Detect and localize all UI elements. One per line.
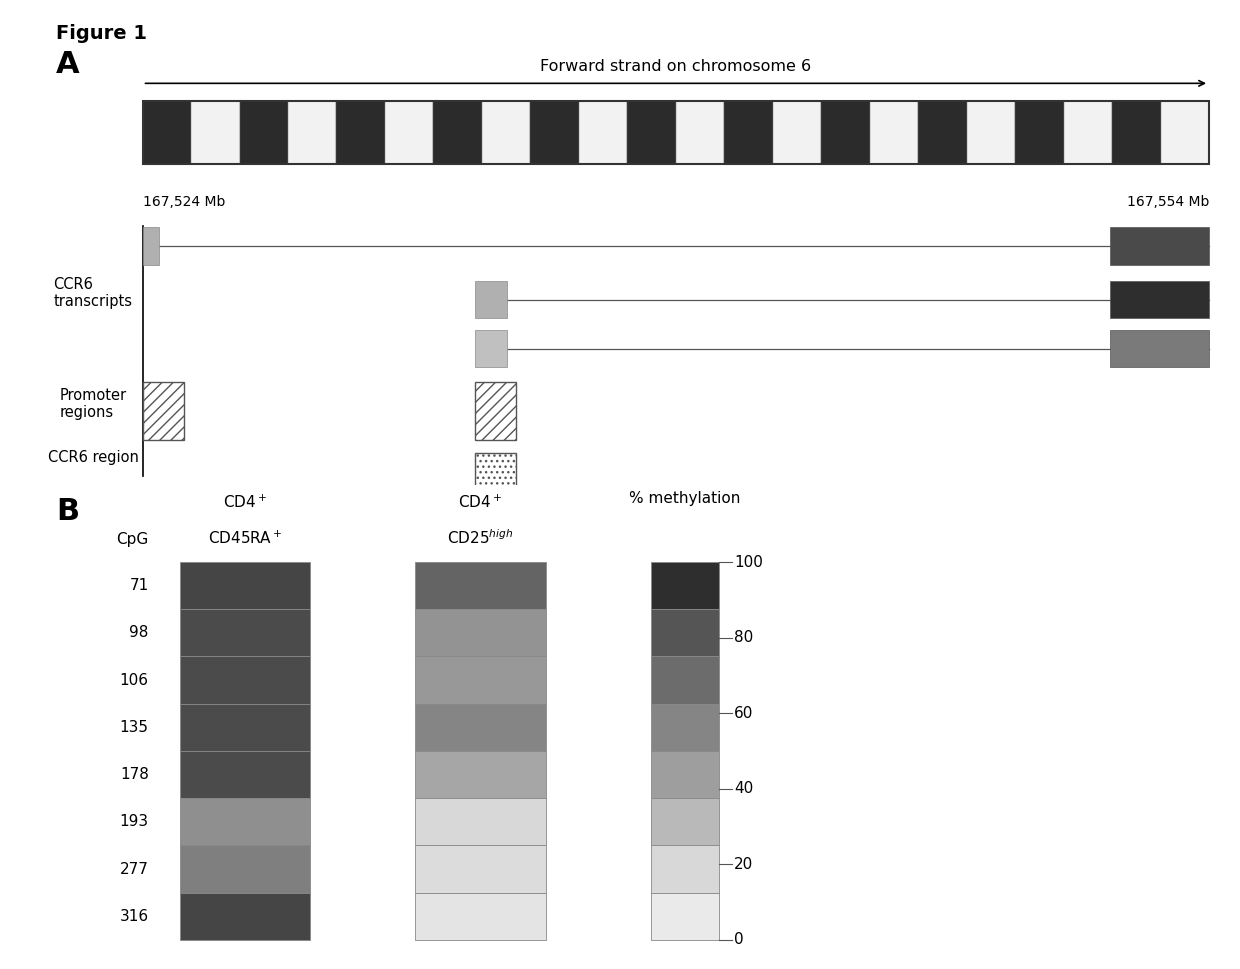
- Text: 60: 60: [734, 705, 754, 721]
- Bar: [1016, 101, 1064, 164]
- Text: 316: 316: [120, 909, 149, 923]
- Text: A: A: [56, 50, 79, 78]
- Text: Forward strand on chromosome 6: Forward strand on chromosome 6: [541, 59, 811, 75]
- Bar: [415, 610, 546, 657]
- Text: CD25$^{high}$: CD25$^{high}$: [448, 529, 513, 547]
- Bar: [288, 101, 336, 164]
- Bar: [180, 657, 310, 703]
- Bar: [180, 845, 310, 892]
- Bar: [180, 703, 310, 751]
- Text: 193: 193: [120, 814, 149, 829]
- Text: 167,524 Mb: 167,524 Mb: [143, 195, 224, 208]
- Bar: [415, 845, 546, 892]
- Bar: [651, 610, 719, 657]
- Bar: [1110, 329, 1209, 367]
- Text: 106: 106: [120, 672, 149, 688]
- Bar: [336, 101, 384, 164]
- Bar: [651, 892, 719, 940]
- Bar: [434, 101, 482, 164]
- Bar: [676, 101, 724, 164]
- Text: 0: 0: [734, 932, 744, 948]
- Bar: [143, 101, 1209, 164]
- Text: CD4$^+$: CD4$^+$: [459, 494, 502, 512]
- Bar: [531, 101, 579, 164]
- Text: 98: 98: [129, 625, 149, 641]
- Bar: [1110, 281, 1209, 319]
- Bar: [1064, 101, 1112, 164]
- Bar: [143, 101, 191, 164]
- Text: 135: 135: [120, 720, 149, 735]
- Bar: [180, 751, 310, 798]
- Bar: [651, 657, 719, 703]
- Bar: [415, 657, 546, 703]
- Bar: [475, 382, 516, 440]
- Bar: [1110, 227, 1209, 265]
- Text: CD4$^+$: CD4$^+$: [223, 494, 267, 512]
- Bar: [415, 892, 546, 940]
- Bar: [475, 329, 507, 367]
- Text: B: B: [56, 497, 79, 525]
- Text: CCR6 region: CCR6 region: [47, 451, 139, 465]
- Bar: [967, 101, 1016, 164]
- Text: 167,554 Mb: 167,554 Mb: [1127, 195, 1209, 208]
- Text: 100: 100: [734, 554, 763, 570]
- Bar: [869, 101, 918, 164]
- Bar: [627, 101, 676, 164]
- Bar: [180, 892, 310, 940]
- Bar: [180, 562, 310, 610]
- Bar: [143, 227, 159, 265]
- Bar: [180, 610, 310, 657]
- Text: CpG: CpG: [117, 533, 149, 547]
- Bar: [384, 101, 434, 164]
- Text: Figure 1: Figure 1: [56, 24, 146, 44]
- Text: % methylation: % methylation: [630, 491, 740, 506]
- Text: Promoter
regions: Promoter regions: [60, 388, 126, 421]
- Bar: [415, 562, 546, 610]
- Bar: [239, 101, 288, 164]
- Bar: [724, 101, 773, 164]
- Bar: [475, 281, 507, 319]
- Bar: [579, 101, 627, 164]
- Text: 277: 277: [120, 861, 149, 877]
- Bar: [1161, 101, 1209, 164]
- Bar: [415, 798, 546, 845]
- Text: 20: 20: [734, 857, 754, 872]
- Text: 80: 80: [734, 630, 754, 645]
- Bar: [1112, 101, 1161, 164]
- Text: CD45RA$^+$: CD45RA$^+$: [208, 530, 281, 547]
- Bar: [651, 798, 719, 845]
- Text: CCR6
transcripts: CCR6 transcripts: [53, 276, 133, 309]
- Bar: [651, 845, 719, 892]
- Bar: [475, 453, 516, 502]
- Bar: [143, 382, 184, 440]
- Bar: [651, 703, 719, 751]
- Bar: [482, 101, 531, 164]
- Bar: [415, 703, 546, 751]
- Bar: [918, 101, 967, 164]
- Text: 71: 71: [129, 578, 149, 593]
- Bar: [821, 101, 869, 164]
- Bar: [651, 562, 719, 610]
- Text: 40: 40: [734, 781, 754, 797]
- Bar: [651, 751, 719, 798]
- Text: 178: 178: [120, 767, 149, 782]
- Bar: [773, 101, 821, 164]
- Bar: [180, 798, 310, 845]
- Bar: [415, 751, 546, 798]
- Bar: [191, 101, 239, 164]
